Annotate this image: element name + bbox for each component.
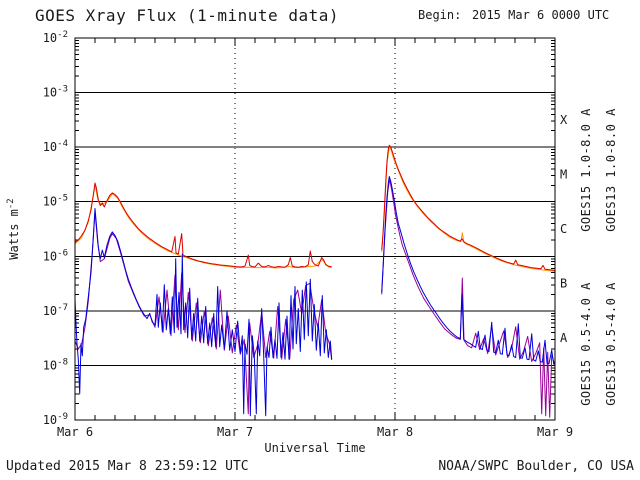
y-tick-label: 10-3	[43, 85, 68, 100]
y-tick-label: 10-9	[43, 412, 68, 427]
chart-title: GOES Xray Flux (1-minute data)	[35, 6, 339, 25]
y-tick-label: 10-8	[43, 357, 68, 372]
x-axis-title: Universal Time	[264, 441, 365, 455]
legend-goes13-short: GOES13 0.5-4.0 A	[604, 282, 618, 406]
flare-class-label: B	[560, 277, 567, 291]
begin-label: Begin:	[418, 8, 461, 22]
plot-border	[74, 37, 556, 421]
series-goes13-short	[74, 211, 333, 415]
y-tick-label: 10-4	[43, 139, 68, 154]
y-tick-label: 10-6	[43, 248, 68, 263]
legend-goes13-long: GOES13 1.0-8.0 A	[604, 108, 618, 232]
y-tick-label: 10-5	[43, 194, 68, 209]
flare-class-label: A	[560, 331, 568, 345]
begin-value: 2015 Mar 6 0000 UTC	[472, 8, 609, 22]
series-goes13-short	[381, 178, 556, 418]
updated-timestamp: Updated 2015 Mar 8 23:59:12 UTC	[6, 459, 249, 474]
source-credit: NOAA/SWPC Boulder, CO USA	[438, 459, 634, 474]
flare-class-label: C	[560, 222, 567, 236]
series-goes15-short	[74, 208, 333, 417]
x-tick-label: Mar 9	[537, 425, 573, 439]
flare-class-label: X	[560, 113, 568, 127]
legend-goes15-short: GOES15 0.5-4.0 A	[579, 282, 593, 406]
x-tick-label: Mar 8	[377, 425, 413, 439]
x-tick-label: Mar 6	[57, 425, 93, 439]
y-tick-label: 10-2	[43, 30, 68, 45]
x-tick-label: Mar 7	[217, 425, 253, 439]
y-axis-title: Watts m-2	[6, 198, 21, 259]
series-goes15-short	[381, 176, 556, 365]
series-goes15-long	[74, 182, 332, 268]
y-tick-label: 10-7	[43, 303, 68, 318]
y-axis-title-text: Watts m-2	[6, 198, 21, 259]
legend-goes15-long: GOES15 1.0-8.0 A	[579, 108, 593, 232]
flare-class-label: M	[560, 167, 567, 181]
series-goes15-long	[381, 144, 556, 271]
